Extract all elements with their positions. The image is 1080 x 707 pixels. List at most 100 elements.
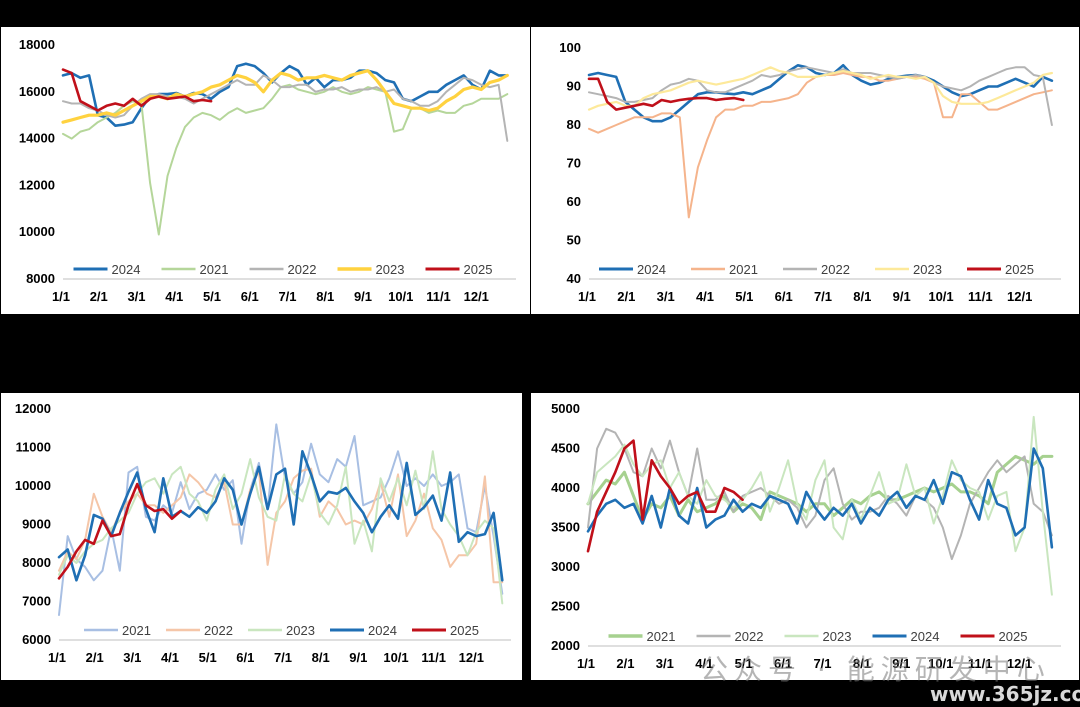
y-tick-label: 3000 xyxy=(551,559,580,574)
legend-label-2021: 2021 xyxy=(200,262,229,277)
series-line-2022 xyxy=(588,66,1053,126)
legend-label-2025: 2025 xyxy=(464,262,493,277)
legend-label-2025: 2025 xyxy=(450,623,479,638)
y-tick-label: 50 xyxy=(567,233,581,248)
x-tick-label: 12/1 xyxy=(464,289,489,304)
series-line-2023 xyxy=(587,66,1054,111)
chart-panel-top-left: 8000 10000 12000 14000 16000 18000 1/1 2/1 3/1 4/… xyxy=(1,27,530,314)
legend-label-2023: 2023 xyxy=(376,262,405,277)
x-tick-label: 9/1 xyxy=(349,650,367,665)
x-tick-label: 6/1 xyxy=(775,289,793,304)
series-line-2024 xyxy=(57,449,504,582)
x-tick-label: 6/1 xyxy=(236,650,254,665)
x-tick-label: 10/1 xyxy=(383,650,408,665)
x-tick-label: 9/1 xyxy=(892,656,910,671)
y-tick-label: 9000 xyxy=(22,517,51,532)
y-tick-label: 10000 xyxy=(19,224,55,239)
x-tick-label: 1/1 xyxy=(578,289,596,304)
watermark-text: 公众号 · 能源研发中心 xyxy=(700,653,1051,686)
x-tick-label: 6/1 xyxy=(774,656,792,671)
chart-svg-top-right: 40 50 60 70 80 90 100 1/1 2/1 3/1 4/1 5/1 6/1 7/1 8/1 9… xyxy=(559,40,1061,304)
x-tick-label: 5/1 xyxy=(735,656,753,671)
legend-label-2021: 2021 xyxy=(729,262,758,277)
x-tick-label: 11/1 xyxy=(968,656,993,671)
y-tick-label: 16000 xyxy=(19,84,55,99)
y-tick-label: 11000 xyxy=(16,440,51,455)
x-tick-label: 1/1 xyxy=(48,650,66,665)
series-line-2023 xyxy=(58,450,504,605)
legend-label-2022: 2022 xyxy=(288,262,317,277)
y-tick-label: 60 xyxy=(567,194,581,209)
series-line-2023 xyxy=(587,415,1053,596)
x-tick-label: 12/1 xyxy=(459,650,484,665)
x-tick-label: 6/1 xyxy=(241,289,259,304)
series-line-2024 xyxy=(587,63,1054,123)
y-tick-label: 2000 xyxy=(551,638,580,653)
y-tick-label: 8000 xyxy=(26,271,55,286)
legend-label-2023: 2023 xyxy=(913,262,942,277)
series-line-2021 xyxy=(588,72,1053,219)
legend-label-2022: 2022 xyxy=(735,629,764,644)
chart-svg-bottom-right: 2000 2500 3000 3500 4000 4500 5000 1/1 2/1 3/1 4/1… xyxy=(551,401,1061,671)
x-tick-label: 11/1 xyxy=(426,289,451,304)
x-tick-label: 3/1 xyxy=(657,289,675,304)
x-tick-label: 8/1 xyxy=(316,289,334,304)
x-tick-label: 2/1 xyxy=(616,656,634,671)
chart-panel-top-right: 40 50 60 70 80 90 100 1/1 2/1 3/1 4/1 5/1 6/1 7/1 8/1 9… xyxy=(531,27,1079,314)
x-tick-label: 5/1 xyxy=(735,289,753,304)
y-tick-label: 10000 xyxy=(15,478,51,493)
x-tick-label: 7/1 xyxy=(278,289,296,304)
chart-svg-top-left: 8000 10000 12000 14000 16000 18000 1/1 2/1 3/1 4/… xyxy=(19,37,516,304)
x-tick-label: 9/1 xyxy=(893,289,911,304)
x-tick-label: 12/1 xyxy=(1007,289,1032,304)
x-tick-label: 8/1 xyxy=(853,656,871,671)
y-tick-label: 12000 xyxy=(19,177,55,192)
x-tick-label: 10/1 xyxy=(388,289,413,304)
x-tick-label: 2/1 xyxy=(617,289,635,304)
x-tick-label: 4/1 xyxy=(165,289,183,304)
x-tick-label: 8/1 xyxy=(312,650,330,665)
y-tick-label: 3500 xyxy=(551,520,580,535)
series-line-2025 xyxy=(587,77,745,111)
y-tick-label: 6000 xyxy=(22,632,51,647)
series-line-2025 xyxy=(57,482,182,580)
y-tick-label: 70 xyxy=(567,156,581,171)
legend-label-2023: 2023 xyxy=(823,629,852,644)
x-tick-label: 11/1 xyxy=(968,289,993,304)
legend-label-2024: 2024 xyxy=(368,623,397,638)
series-line-2022 xyxy=(587,427,1053,561)
y-tick-label: 7000 xyxy=(22,594,51,609)
x-tick-label: 4/1 xyxy=(695,656,713,671)
series-line-2022 xyxy=(58,467,504,584)
series-line-2024 xyxy=(586,447,1054,549)
x-tick-label: 12/1 xyxy=(1007,656,1032,671)
y-tick-label: 2500 xyxy=(551,599,580,614)
legend-label-2024: 2024 xyxy=(112,262,141,277)
series-line-2025 xyxy=(586,439,744,553)
legend-label-2025: 2025 xyxy=(1005,262,1034,277)
legend-label-2023: 2023 xyxy=(286,623,315,638)
chart-panel-bottom-left: 6000 7000 8000 9000 10000 11000 12000 1/1 2/1 3/1… xyxy=(1,393,522,680)
series-line-2025 xyxy=(61,68,213,112)
y-tick-label: 18000 xyxy=(19,37,55,52)
x-tick-label: 1/1 xyxy=(577,656,595,671)
y-tick-label: 4000 xyxy=(551,480,580,495)
y-tick-label: 8000 xyxy=(22,555,51,570)
x-tick-label: 1/1 xyxy=(52,289,70,304)
x-tick-label: 2/1 xyxy=(86,650,104,665)
x-tick-label: 2/1 xyxy=(90,289,108,304)
x-tick-label: 11/1 xyxy=(421,650,446,665)
y-tick-label: 4500 xyxy=(551,441,580,456)
x-tick-label: 9/1 xyxy=(354,289,372,304)
chart-svg-bottom-left: 6000 7000 8000 9000 10000 11000 12000 1/1 2/1 3/1… xyxy=(15,401,511,665)
legend-label-2022: 2022 xyxy=(821,262,850,277)
legend-label-2021: 2021 xyxy=(122,623,151,638)
x-tick-label: 3/1 xyxy=(123,650,141,665)
y-tick-label: 14000 xyxy=(19,131,55,146)
legend-label-2025: 2025 xyxy=(999,629,1028,644)
legend-label-2021: 2021 xyxy=(647,629,676,644)
y-tick-label: 90 xyxy=(567,79,581,94)
legend-label-2024: 2024 xyxy=(911,629,940,644)
x-tick-label: 8/1 xyxy=(853,289,871,304)
x-tick-label: 7/1 xyxy=(274,650,292,665)
